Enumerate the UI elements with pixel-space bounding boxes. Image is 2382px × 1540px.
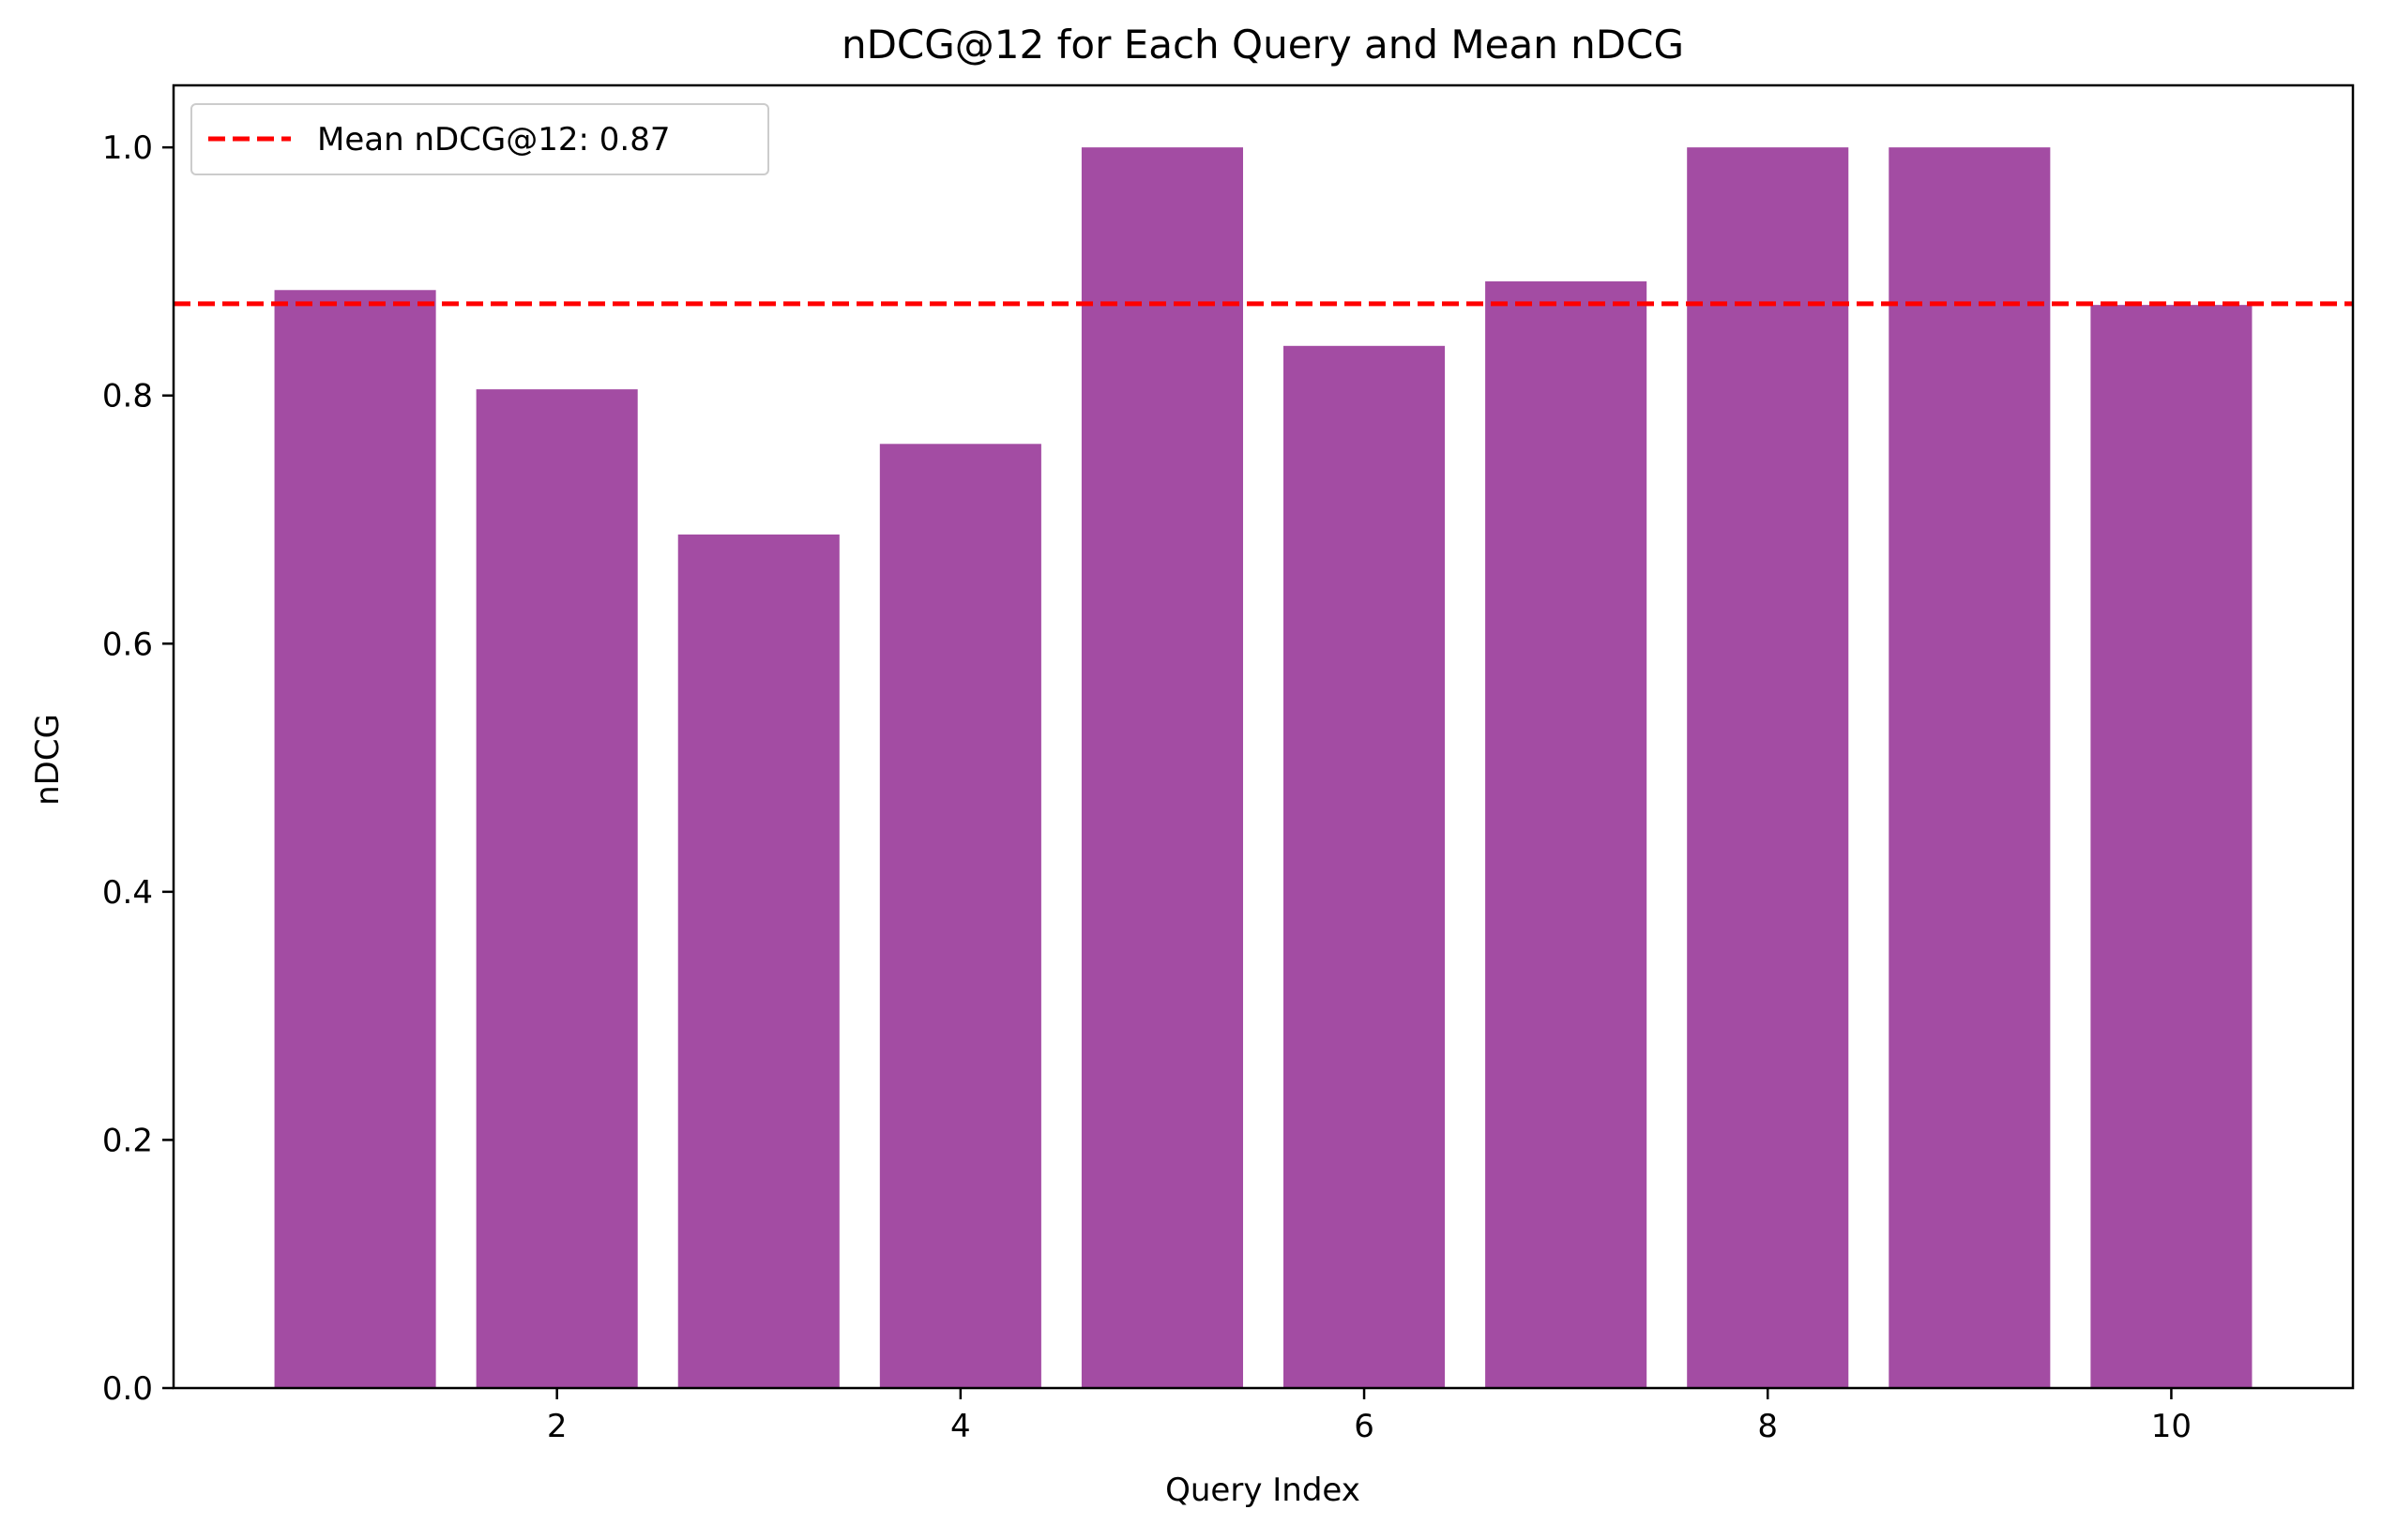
bar-query-4 — [879, 444, 1041, 1388]
y-axis-label: nDCG — [29, 714, 67, 806]
bar-query-7 — [1485, 281, 1647, 1388]
y-tick-label: 1.0 — [102, 129, 153, 167]
legend-box — [190, 103, 769, 175]
x-tick-label: 2 — [547, 1408, 568, 1445]
x-tick-label: 4 — [950, 1408, 971, 1445]
plot-frame — [172, 83, 2355, 1390]
bar-query-2 — [476, 389, 638, 1389]
x-axis-label: Query Index — [1165, 1472, 1360, 1509]
legend: Mean nDCG@12: 0.87 — [190, 103, 769, 175]
y-tick-label: 0.4 — [102, 874, 153, 912]
y-tick-label: 0.8 — [102, 378, 153, 415]
legend-label-mean: Mean nDCG@12: 0.87 — [317, 121, 671, 159]
bar-query-5 — [1081, 147, 1243, 1389]
x-tick-label: 10 — [2151, 1408, 2192, 1445]
bar-query-10 — [2090, 305, 2253, 1388]
x-tick-label: 6 — [1354, 1408, 1374, 1445]
bar-query-9 — [1889, 147, 2051, 1389]
chart-title: nDCG@12 for Each Query and Mean nDCG — [842, 22, 1684, 68]
y-tick-label: 0.2 — [102, 1122, 153, 1159]
y-tick-label: 0.0 — [102, 1370, 153, 1408]
bars-layer — [274, 147, 2253, 1389]
x-tick-label: 8 — [1757, 1408, 1778, 1445]
bar-query-6 — [1283, 345, 1446, 1388]
y-tick-label: 0.6 — [102, 626, 153, 663]
bar-query-8 — [1687, 147, 1849, 1389]
bar-query-3 — [677, 534, 840, 1388]
axes-layer: 2 4 6 8 10 0.0 0.2 0.4 0.6 0.8 1.0 — [102, 83, 2355, 1445]
bar-query-1 — [274, 290, 436, 1388]
